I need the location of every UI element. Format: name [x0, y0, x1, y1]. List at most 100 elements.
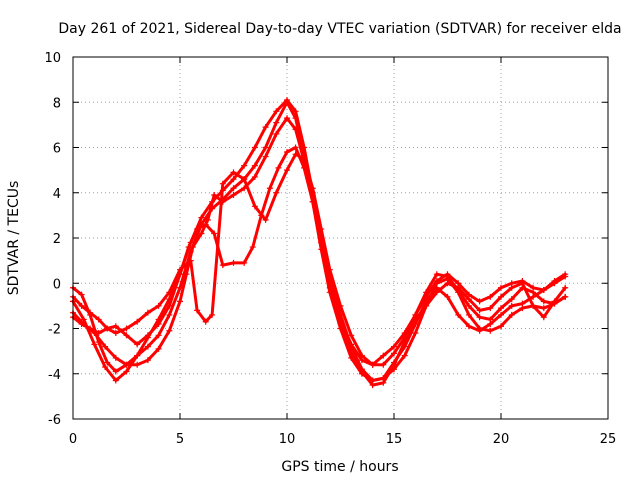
data-point — [391, 343, 397, 350]
data-point — [211, 192, 218, 199]
x-tick-label: 5 — [176, 432, 184, 447]
chart-title: Day 261 of 2021, Sidereal Day-to-day VTE… — [58, 21, 621, 37]
data-point — [155, 302, 162, 309]
data-point — [562, 271, 569, 278]
data-point — [284, 167, 290, 174]
series-line — [71, 152, 567, 367]
data-point — [476, 298, 483, 305]
data-point — [78, 291, 85, 298]
y-tick-label: 10 — [44, 51, 61, 66]
data-point — [433, 271, 440, 278]
data-point — [508, 284, 515, 291]
data-point — [144, 343, 151, 350]
data-point — [194, 307, 201, 314]
data-point — [123, 361, 130, 368]
series-track-4 — [70, 144, 569, 368]
data-point — [155, 320, 162, 327]
data-point — [144, 309, 151, 316]
data-point — [498, 323, 504, 330]
data-point — [144, 332, 151, 339]
data-point — [444, 280, 451, 287]
y-tick-label: -6 — [48, 413, 61, 428]
data-point — [391, 350, 397, 357]
data-point — [508, 311, 515, 318]
data-point — [309, 185, 316, 192]
data-series — [70, 96, 569, 389]
data-point — [177, 298, 183, 305]
data-point — [112, 354, 119, 361]
data-point — [230, 176, 237, 183]
data-point — [358, 366, 365, 373]
data-point — [102, 343, 109, 350]
series-line — [71, 146, 567, 367]
axis-ticks: -6 -4 -2 0 2 4 6 8 10 0 5 10 15 20 25 — [44, 51, 616, 447]
data-point — [202, 221, 209, 228]
x-axis-label: GPS time / hours — [281, 459, 398, 475]
y-tick-label: 8 — [53, 96, 61, 111]
data-point — [123, 368, 130, 375]
y-tick-label: 4 — [53, 187, 61, 202]
data-point — [202, 318, 209, 325]
data-point — [412, 330, 419, 337]
data-point — [251, 203, 258, 210]
data-point — [104, 325, 111, 332]
data-point — [241, 259, 248, 266]
data-point — [498, 293, 504, 300]
data-point — [134, 352, 141, 359]
data-point — [273, 108, 280, 115]
x-tick-label: 15 — [386, 432, 403, 447]
data-point — [123, 325, 130, 332]
data-point — [369, 361, 376, 368]
data-point — [177, 266, 183, 273]
data-point — [530, 284, 537, 291]
data-point — [262, 153, 269, 160]
data-point — [166, 289, 173, 296]
data-point — [530, 302, 537, 309]
data-point — [487, 316, 494, 323]
data-point — [102, 363, 109, 370]
data-point — [562, 293, 569, 300]
data-point — [476, 325, 483, 332]
data-point — [326, 266, 333, 273]
data-point — [487, 293, 494, 300]
data-point — [284, 149, 290, 156]
data-point — [498, 284, 504, 291]
data-point — [241, 162, 248, 169]
data-point — [87, 309, 94, 316]
grid-lines — [73, 57, 608, 419]
data-point — [337, 316, 344, 323]
data-point — [423, 302, 430, 309]
data-point — [358, 352, 365, 359]
data-point — [198, 230, 205, 237]
data-point — [166, 302, 173, 309]
series-track-5 — [70, 151, 569, 368]
data-point — [292, 108, 299, 115]
data-point — [401, 352, 408, 359]
data-point — [465, 311, 472, 318]
data-point — [540, 287, 547, 294]
data-point — [433, 289, 440, 296]
data-point — [262, 124, 269, 131]
data-point — [198, 214, 205, 221]
data-point — [249, 244, 256, 251]
y-tick-label: -2 — [48, 323, 61, 338]
data-point — [284, 96, 290, 103]
data-point — [209, 311, 216, 318]
data-point — [95, 316, 102, 323]
data-point — [219, 262, 226, 269]
data-point — [144, 357, 151, 364]
y-tick-label: -4 — [48, 368, 61, 383]
data-point — [292, 144, 299, 151]
data-point — [540, 305, 547, 312]
data-point — [348, 341, 355, 348]
data-point — [273, 189, 280, 196]
data-point — [519, 280, 526, 287]
data-point — [273, 130, 280, 137]
data-point — [508, 296, 515, 303]
data-point — [292, 151, 299, 158]
y-axis-label: SDTVAR / TECUs — [6, 181, 22, 296]
x-tick-label: 25 — [600, 432, 617, 447]
data-point — [348, 332, 355, 339]
data-point — [476, 307, 483, 314]
data-point — [230, 169, 237, 176]
